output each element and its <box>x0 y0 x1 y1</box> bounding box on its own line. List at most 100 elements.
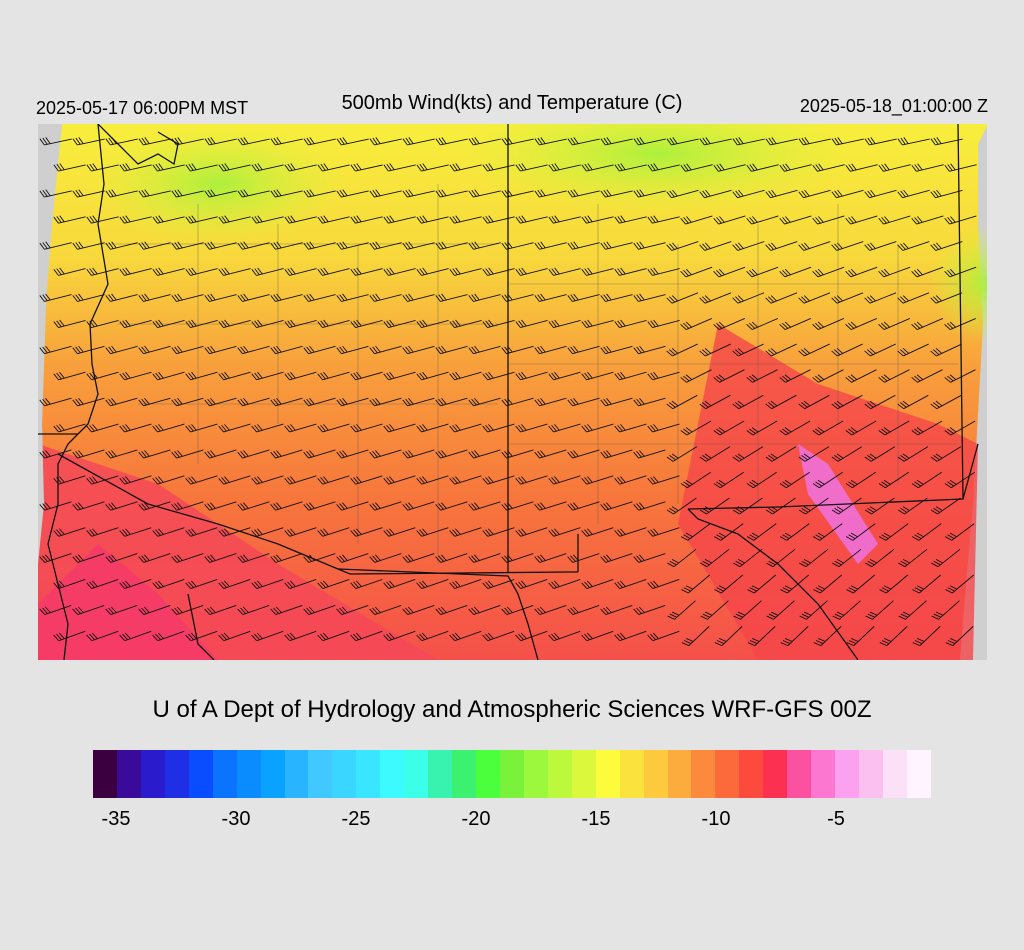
wind-barb <box>732 446 764 462</box>
wind-barb <box>204 345 237 355</box>
wind-barb <box>350 319 383 329</box>
wind-barb <box>614 475 647 485</box>
wind-barb <box>218 579 251 589</box>
wind-barb <box>416 267 449 276</box>
wind-barb <box>270 501 303 511</box>
wind-barb <box>482 423 515 433</box>
wind-barb <box>86 215 119 224</box>
wind-barb <box>680 369 712 383</box>
wind-barb <box>680 471 711 489</box>
wind-barb <box>336 137 369 146</box>
wind-barb <box>534 241 567 250</box>
wind-barb <box>732 394 764 410</box>
wind-barb <box>713 215 746 225</box>
wind-barb <box>105 293 138 302</box>
wind-barb <box>765 241 798 251</box>
wind-barb <box>765 394 797 410</box>
wind-barb <box>798 137 831 146</box>
wind-barb <box>700 600 729 620</box>
wind-barb <box>614 423 647 433</box>
wind-barb <box>185 371 218 381</box>
river-line <box>187 593 215 660</box>
state-border-far-east <box>957 124 964 500</box>
wind-barb <box>765 189 798 199</box>
colorbar-swatch <box>428 750 453 798</box>
wind-barb <box>171 397 204 407</box>
wind-barb <box>435 293 468 302</box>
wind-barb <box>548 579 581 589</box>
wind-barb <box>865 548 895 568</box>
wind-barb <box>567 345 600 355</box>
colorbar-swatch <box>116 750 141 798</box>
colorbar-swatch <box>811 750 836 798</box>
wind-barb <box>251 475 284 485</box>
wind-barb <box>766 548 796 568</box>
wind-barb <box>864 446 896 462</box>
wind-barb <box>879 574 909 594</box>
tick-label: -35 <box>101 808 131 830</box>
wind-barb <box>86 527 119 537</box>
wind-barb <box>468 189 501 198</box>
wind-barb <box>798 292 831 304</box>
wind-barb <box>501 189 534 198</box>
wind-barb <box>897 497 928 515</box>
wind-barb <box>185 423 218 433</box>
colorbar-swatch <box>835 750 859 798</box>
wind-barb <box>911 369 943 383</box>
wind-barb <box>845 317 878 331</box>
wind-barb <box>468 449 501 459</box>
wind-barb <box>39 293 72 302</box>
wind-barb <box>402 241 435 250</box>
wind-barb <box>251 579 284 589</box>
wind-barb <box>218 475 251 485</box>
wind-barb <box>799 600 828 620</box>
wind-barb <box>911 266 944 278</box>
wind-barb <box>831 394 863 410</box>
colorbar-swatch <box>739 750 764 798</box>
wind-barb <box>864 189 897 199</box>
wind-barb <box>416 527 449 537</box>
colorbar-swatch <box>476 750 500 798</box>
wind-barb <box>681 574 711 594</box>
colorbar-swatch <box>667 750 692 798</box>
wind-barb <box>746 317 779 331</box>
wind-barb <box>647 163 680 172</box>
wind-barb <box>237 241 270 250</box>
wind-barb <box>369 241 402 250</box>
cold-pocket-northwest <box>88 124 348 244</box>
colorbar-swatch <box>332 750 357 798</box>
wind-barb <box>369 189 402 198</box>
wind-barb <box>284 527 317 537</box>
wind-barb <box>152 527 185 537</box>
wind-barb <box>383 423 416 433</box>
wind-barb <box>581 163 614 172</box>
wind-barb <box>369 449 402 459</box>
wind-barb <box>185 630 218 642</box>
wind-barb <box>944 471 975 489</box>
wind-barb <box>435 449 468 459</box>
wind-barb <box>534 604 567 616</box>
wind-barb <box>647 630 680 642</box>
wind-barb <box>336 501 369 511</box>
colorbar-swatch <box>595 750 620 798</box>
wind-barb <box>878 163 911 172</box>
wind-barb <box>897 292 930 304</box>
wind-barb <box>416 423 449 433</box>
wind-barb <box>666 394 698 410</box>
wind-barb <box>39 449 72 459</box>
wind-barb <box>732 189 765 199</box>
wind-barb <box>336 293 369 302</box>
wind-barb <box>185 267 218 276</box>
colorbar-swatch <box>859 750 883 798</box>
wind-barb <box>515 579 548 589</box>
wind-barb <box>912 574 942 594</box>
wind-barb <box>864 292 897 304</box>
wind-barb <box>878 420 910 436</box>
wind-barb <box>713 317 746 331</box>
wind-barb <box>515 423 548 433</box>
wind-barb <box>284 579 317 589</box>
wind-barb <box>548 215 581 224</box>
wind-barb <box>468 553 501 563</box>
wind-barb <box>237 293 270 302</box>
wind-barb <box>369 293 402 302</box>
